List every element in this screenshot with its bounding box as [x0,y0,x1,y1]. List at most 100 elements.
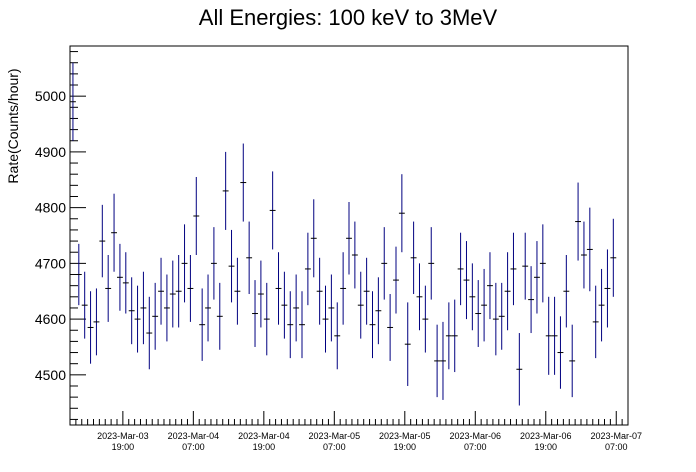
data-point [210,227,217,300]
data-point [116,243,123,311]
data-point [193,176,200,256]
data-point [187,255,194,322]
x-tick-label-date: 2023-Mar-04 [168,431,220,441]
data-point [598,268,605,342]
x-tick-label-time: 19:00 [535,442,558,452]
data-point [357,271,364,339]
data-point [557,316,564,389]
y-axis-ticks: 4500 4600 4700 4800 4900 5000 [35,51,86,420]
data-point [252,280,258,347]
data-point [363,257,370,325]
data-point [281,271,288,339]
data-point [81,271,88,339]
x-tick-label-date: 2023-Mar-06 [450,431,502,441]
data-point [581,221,587,289]
data-point [158,257,164,325]
data-point [510,232,517,306]
data-point [322,285,329,353]
data-point [551,296,558,375]
data-point [522,232,529,300]
data-point [70,62,76,141]
x-tick-label-time: 07:00 [464,442,487,452]
data-point [146,296,153,370]
y-axis-label: Rate(Counts/hour) [5,68,21,183]
data-point [498,282,505,350]
y-tick-label: 4500 [35,367,66,383]
x-tick-label-date: 2023-Mar-06 [520,431,572,441]
data-point [275,252,282,325]
data-point [393,246,399,314]
data-point [545,296,552,375]
data-point [434,324,441,398]
data-point [569,324,576,398]
data-point [287,291,294,359]
x-tick-label-date: 2023-Mar-05 [309,431,361,441]
x-tick-label-date: 2023-Mar-07 [590,431,642,441]
data-point [240,143,247,222]
data-point [604,249,611,328]
data-point [169,260,176,328]
data-point [228,229,235,303]
data-point [586,207,593,292]
data-point [404,302,411,386]
data-point [504,252,511,331]
y-tick-label: 4900 [35,144,66,160]
data-point [222,151,229,230]
data-point [351,221,358,289]
data-point [263,282,270,356]
x-tick-label-time: 19:00 [253,442,276,452]
data-point [299,291,305,359]
data-point [128,277,135,345]
data-point [516,333,523,406]
data-points [70,62,617,406]
data-point [592,285,599,359]
data-point [457,232,464,306]
data-point [181,224,188,303]
data-point [310,199,317,278]
x-tick-label-date: 2023-Mar-03 [97,431,149,441]
data-point [398,174,405,253]
data-point [534,241,540,314]
data-point [163,274,170,342]
data-point [140,271,147,345]
data-point [293,274,300,342]
x-tick-label-time: 07:00 [605,442,628,452]
data-point [575,182,582,261]
data-point [346,202,352,275]
data-point [475,280,482,347]
data-point [93,288,100,356]
x-tick-label-date: 2023-Mar-04 [238,431,290,441]
data-point [381,227,388,300]
data-point [234,257,241,325]
data-point [469,263,476,331]
x-tick-label-time: 07:00 [323,442,346,452]
data-point [334,302,341,370]
data-point [152,282,159,350]
data-point [134,285,141,353]
data-point [246,221,253,295]
data-point [111,193,117,272]
data-point [175,255,182,328]
data-point [199,288,206,361]
x-tick-label-time: 19:00 [112,442,135,452]
data-point [105,255,112,322]
chart-title: All Energies: 100 keV to 3MeV [199,5,498,30]
data-point [539,224,546,303]
data-point [610,218,617,297]
data-point [75,243,82,306]
x-tick-label-time: 19:00 [394,442,417,452]
data-point [428,227,435,300]
data-point [410,221,417,295]
data-point [387,294,394,361]
x-axis-ticks: 2023-Mar-0319:002023-Mar-0407:002023-Mar… [69,411,642,452]
data-point [122,252,129,314]
data-point [205,274,211,342]
data-point [463,241,470,320]
y-tick-label: 4600 [35,311,66,327]
data-point [99,204,106,278]
data-point [451,299,458,373]
data-point [487,252,493,320]
x-tick-label-time: 07:00 [182,442,205,452]
data-point [304,232,311,306]
